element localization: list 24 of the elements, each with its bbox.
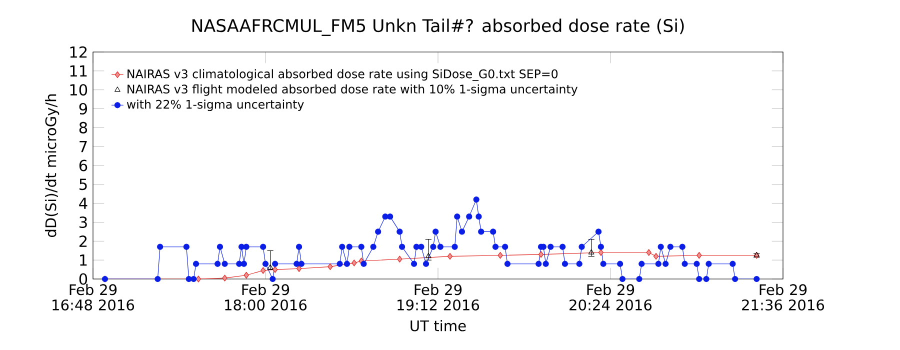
y-tick-label: 7 [80, 141, 87, 152]
x-tick-label: Feb 29 21:36 2016 [742, 284, 824, 310]
legend-label: NAIRAS v3 climatological absorbed dose rate using SiDose_G0.txt SEP=0 [128, 69, 558, 81]
legend-label: NAIRAS v3 flight modeled absorbed dose rate with 10% 1-sigma uncertainty [128, 84, 578, 96]
y-tick-label: 0 [79, 273, 88, 285]
y-tick-label: 11 [70, 65, 87, 76]
y-tick-label: 2 [79, 236, 87, 247]
x-tick-label: Feb 29 18:00 2016 [225, 284, 307, 310]
y-axis-title: dD(Si)/dt microGy/h [45, 94, 60, 238]
legend-label: with 22% 1-sigma uncertainty [126, 100, 304, 112]
x-axis-title: UT time [410, 320, 466, 332]
x-tick-label: Feb 29 16:48 2016 [52, 284, 134, 310]
y-tick-label: 8 [79, 122, 88, 134]
y-tick-label: 1 [80, 254, 87, 266]
y-tick-label: 3 [80, 216, 87, 228]
chart-title: NASAAFRCMUL_FM5 Unkn Tail#? absorbed dose rate (Si) [192, 18, 684, 36]
y-tick-label: 10 [70, 84, 88, 96]
y-tick-label: 6 [79, 160, 88, 172]
y-tick-label: 12 [70, 46, 87, 58]
y-tick-label: 9 [79, 102, 88, 115]
x-tick-label: Feb 29 20:24 2016 [570, 284, 652, 310]
x-tick-label: Feb 29 19:12 2016 [398, 284, 480, 310]
y-tick-label: 4 [79, 198, 88, 209]
y-tick-label: 5 [80, 178, 87, 190]
